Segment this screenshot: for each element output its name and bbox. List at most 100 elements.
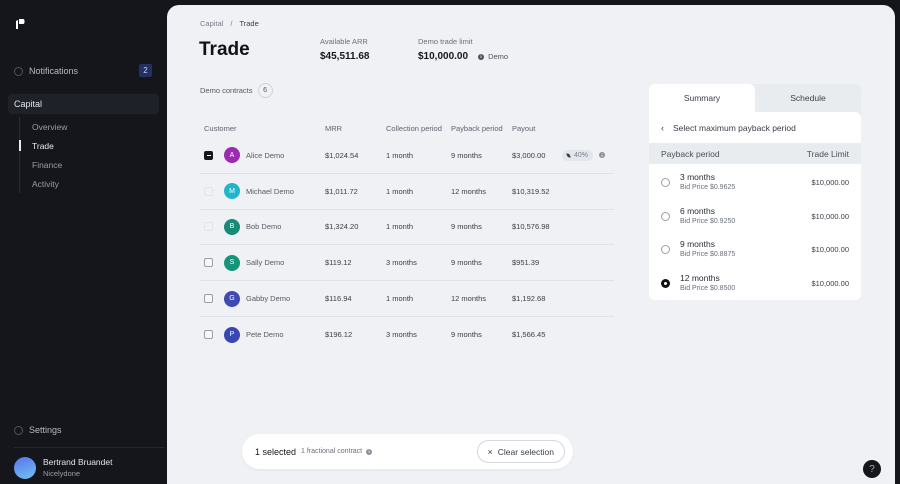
col-payback-period[interactable]: Payback period	[451, 123, 503, 133]
table-row[interactable]: A Alice Demo $1,024.54 1 month 9 months …	[200, 138, 614, 174]
payout-cell: $10,576.98	[512, 222, 550, 232]
row-checkbox[interactable]	[204, 186, 213, 196]
customer-avatar: M	[224, 183, 240, 200]
sidebar-divider	[14, 447, 164, 448]
demo-contracts-count: 6	[257, 83, 273, 98]
demo-limit-value: $10,000.00	[418, 51, 469, 62]
demo-limit-stat: Demo trade limit $10,000.00 i Demo	[418, 37, 508, 62]
avatar	[14, 457, 36, 479]
customer-name: Gabby Demo	[246, 294, 291, 304]
main-content: Capital / Trade Trade Available ARR $45,…	[167, 5, 895, 484]
pie-slice-icon	[566, 152, 571, 159]
options-header: Payback period Trade Limit	[649, 143, 861, 164]
sidebar-group-capital[interactable]: Capital	[8, 94, 159, 114]
sidebar: Notifications 2 Capital Overview Trade F…	[0, 0, 167, 484]
panel-heading: ‹ Select maximum payback period	[649, 112, 861, 143]
radio-button[interactable]	[661, 245, 670, 255]
col-mrr[interactable]: MRR	[325, 123, 343, 133]
payback-cell: 9 months	[451, 150, 482, 160]
logo-icon[interactable]	[15, 18, 25, 30]
sidebar-item-overview[interactable]: Overview	[32, 121, 68, 132]
info-icon[interactable]: i	[599, 152, 606, 159]
available-arr-stat: Available ARR $45,511.68	[320, 37, 370, 62]
info-icon[interactable]: i	[366, 448, 373, 455]
payout-cell: $10,319.52	[512, 186, 550, 196]
row-checkbox[interactable]	[204, 330, 213, 340]
clear-selection-label: Clear selection	[497, 446, 554, 457]
payout-cell: $1,566.45	[512, 330, 546, 340]
capital-subnav: Overview Trade Finance Activity	[19, 117, 159, 193]
breadcrumb-capital[interactable]: Capital	[200, 19, 224, 28]
user-org: Nicelydone	[43, 469, 81, 478]
payback-panel: Summary Schedule ‹ Select maximum paybac…	[649, 84, 861, 300]
collection-cell: 1 month	[386, 150, 414, 160]
contracts-table: Customer MRR Collection period Payback p…	[200, 118, 614, 353]
row-checkbox[interactable]	[204, 222, 213, 232]
collection-cell: 1 month	[386, 186, 414, 196]
option-trade-limit: $10,000.00	[811, 211, 849, 221]
row-checkbox[interactable]	[204, 294, 213, 304]
row-checkbox[interactable]	[204, 150, 213, 160]
payback-cell: 9 months	[451, 258, 482, 268]
payback-options: 3 months Bid Price $0.9625 $10,000.00 6 …	[649, 164, 861, 300]
col-customer[interactable]: Customer	[204, 123, 237, 133]
table-row[interactable]: G Gabby Demo $116.94 1 month 12 months $…	[200, 281, 614, 317]
demo-contracts-label: Demo contracts	[200, 86, 253, 95]
payback-cell: 9 months	[451, 222, 482, 232]
sidebar-item-notifications[interactable]: Notifications 2	[14, 63, 154, 79]
sidebar-item-activity[interactable]: Activity	[32, 178, 59, 189]
user-profile[interactable]: Bertrand Bruandet Nicelydone	[14, 457, 112, 479]
table-row[interactable]: P Pete Demo $196.12 3 months 9 months $1…	[200, 317, 614, 353]
radio-button-selected[interactable]	[661, 278, 670, 288]
table-row[interactable]: S Sally Demo $119.12 3 months 9 months $…	[200, 245, 614, 282]
customer-name: Alice Demo	[246, 150, 285, 160]
payback-option[interactable]: 6 months Bid Price $0.9250 $10,000.00	[649, 200, 861, 234]
radio-button[interactable]	[661, 178, 670, 188]
table-row[interactable]: M Michael Demo $1,011.72 1 month 12 mont…	[200, 174, 614, 210]
collection-cell: 1 month	[386, 222, 414, 232]
panel-tabs: Summary Schedule	[649, 84, 861, 112]
payout-cell: $1,192.68	[512, 294, 546, 304]
chevron-left-icon[interactable]: ‹	[661, 122, 664, 133]
breadcrumb: Capital / Trade	[200, 19, 259, 28]
payback-option[interactable]: 9 months Bid Price $0.8875 $10,000.00	[649, 233, 861, 267]
col-collection-period[interactable]: Collection period	[386, 123, 442, 133]
clear-selection-button[interactable]: × Clear selection	[476, 440, 565, 463]
customer-avatar: G	[224, 290, 240, 307]
customer-name: Sally Demo	[246, 258, 285, 268]
payback-option[interactable]: 12 months Bid Price $0.8500 $10,000.00	[649, 267, 861, 301]
mrr-cell: $1,024.54	[325, 150, 359, 160]
help-button[interactable]: ?	[863, 460, 881, 478]
fractional-contract-info: 1 fractional contract i	[301, 448, 373, 455]
breadcrumb-trade: Trade	[239, 19, 259, 28]
col-payout[interactable]: Payout	[512, 123, 536, 133]
sidebar-item-finance[interactable]: Finance	[32, 159, 63, 170]
option-bid-price: Bid Price $0.8875	[680, 251, 736, 259]
available-arr-label: Available ARR	[320, 37, 368, 46]
mrr-cell: $119.12	[325, 258, 352, 268]
payback-cell: 12 months	[451, 294, 487, 304]
customer-avatar: A	[224, 147, 240, 164]
option-trade-limit: $10,000.00	[811, 278, 849, 288]
table-header: Customer MRR Collection period Payback p…	[200, 118, 614, 138]
info-icon: i	[478, 53, 485, 60]
payback-option[interactable]: 3 months Bid Price $0.9625 $10,000.00	[649, 166, 861, 200]
demo-tag[interactable]: i Demo	[478, 52, 508, 61]
collection-cell: 3 months	[386, 330, 417, 340]
customer-avatar: P	[224, 326, 240, 343]
row-checkbox[interactable]	[204, 258, 213, 268]
sidebar-item-trade[interactable]: Trade	[19, 136, 159, 155]
payout-cell: $951.39	[512, 258, 540, 268]
settings-label: Settings	[29, 425, 62, 435]
collection-cell: 1 month	[386, 294, 414, 304]
mrr-cell: $196.12	[325, 330, 353, 340]
radio-button[interactable]	[661, 211, 670, 221]
option-trade-limit: $10,000.00	[811, 178, 849, 188]
sidebar-item-settings[interactable]: Settings	[14, 425, 62, 435]
available-arr-value: $45,511.68	[320, 51, 370, 62]
table-row[interactable]: B Bob Demo $1,324.20 1 month 9 months $1…	[200, 210, 614, 246]
bell-icon	[14, 66, 23, 76]
tab-schedule[interactable]: Schedule	[790, 93, 826, 103]
customer-name: Pete Demo	[246, 330, 284, 340]
tab-summary[interactable]: Summary	[649, 84, 755, 112]
